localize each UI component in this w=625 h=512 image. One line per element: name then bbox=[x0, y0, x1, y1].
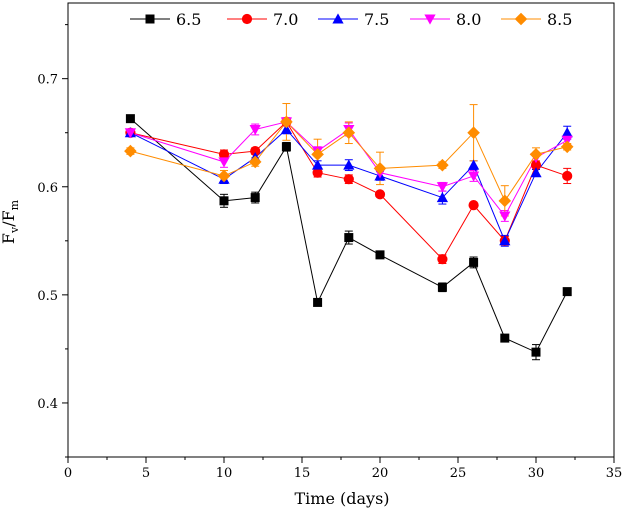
y-tick-label: 0.5 bbox=[37, 289, 58, 304]
y-axis-label-sub-v: v bbox=[8, 226, 21, 234]
y-tick-label: 0.7 bbox=[37, 73, 58, 88]
data-point bbox=[313, 297, 323, 307]
data-point bbox=[437, 282, 447, 292]
legend-label: 7.0 bbox=[273, 10, 298, 29]
data-point bbox=[241, 13, 253, 25]
x-axis-label: Time (days) bbox=[294, 489, 389, 508]
data-point bbox=[467, 159, 480, 170]
data-point bbox=[498, 194, 512, 208]
y-axis-label-slash: / bbox=[0, 221, 18, 227]
data-point bbox=[218, 149, 230, 160]
series-line bbox=[130, 118, 568, 353]
x-tick-label: 10 bbox=[216, 466, 233, 481]
data-point bbox=[468, 200, 479, 211]
data-point bbox=[280, 123, 293, 134]
legend-label: 7.5 bbox=[364, 10, 389, 29]
data-point bbox=[500, 333, 510, 343]
data-point bbox=[562, 287, 572, 297]
y-axis-label-f2: F bbox=[0, 210, 18, 221]
data-point bbox=[514, 12, 528, 26]
data-point bbox=[145, 14, 155, 24]
x-tick-label: 25 bbox=[450, 466, 467, 481]
y-axis-label-f1: F bbox=[0, 233, 18, 244]
data-point bbox=[250, 145, 261, 157]
data-point bbox=[249, 124, 261, 136]
data-point bbox=[248, 155, 262, 169]
x-tick-label: 5 bbox=[142, 466, 150, 481]
data-point bbox=[218, 157, 230, 168]
data-point bbox=[343, 159, 355, 170]
error-bars bbox=[126, 103, 572, 361]
y-axis-label: Fv/Fm bbox=[0, 199, 21, 244]
data-point bbox=[561, 127, 573, 138]
series-line bbox=[130, 121, 568, 202]
data-point bbox=[437, 254, 448, 265]
data-point bbox=[499, 211, 511, 222]
data-point bbox=[124, 128, 137, 139]
data-point bbox=[529, 148, 543, 161]
data-point bbox=[343, 174, 354, 185]
data-point bbox=[311, 159, 324, 170]
y-axis-label-sub-m: m bbox=[8, 199, 21, 210]
data-point bbox=[344, 233, 354, 243]
x-tick-label: 0 bbox=[64, 466, 72, 481]
data-point bbox=[374, 189, 386, 200]
x-tick-label: 30 bbox=[528, 466, 545, 481]
data-point bbox=[280, 115, 293, 129]
data-point bbox=[219, 196, 229, 206]
data-point bbox=[530, 160, 542, 171]
data-point bbox=[311, 148, 324, 161]
data-point bbox=[124, 144, 137, 158]
data-point bbox=[499, 235, 511, 246]
legend-label: 6.5 bbox=[176, 10, 201, 29]
x-tick-label: 20 bbox=[372, 466, 389, 481]
data-point bbox=[560, 140, 574, 154]
data-point bbox=[250, 193, 260, 203]
data-point bbox=[217, 169, 231, 183]
axis-ticks: 0 5 10 15 20 25 30 35 0.4 0.5 0.6 0.7 bbox=[37, 24, 623, 481]
data-point bbox=[125, 114, 135, 124]
x-tick-label: 35 bbox=[606, 466, 623, 481]
legend: 6.5 7.0 7.5 8.0 8.5 bbox=[130, 10, 572, 29]
data-point bbox=[436, 191, 449, 203]
legend-label: 8.5 bbox=[547, 10, 572, 29]
y-tick-label: 0.6 bbox=[37, 181, 58, 196]
data-point bbox=[312, 167, 323, 178]
data-point bbox=[281, 142, 291, 152]
series-line bbox=[130, 128, 568, 243]
plot-frame bbox=[67, 2, 615, 458]
series-markers bbox=[124, 114, 574, 357]
data-point bbox=[373, 162, 387, 175]
data-point bbox=[469, 257, 479, 267]
data-point bbox=[530, 167, 542, 178]
data-point bbox=[436, 182, 449, 193]
x-tick-label: 15 bbox=[294, 466, 311, 481]
data-point bbox=[375, 250, 385, 260]
y-tick-label: 0.4 bbox=[37, 397, 58, 412]
legend-label: 8.0 bbox=[456, 10, 481, 29]
plot-area-border bbox=[67, 2, 615, 458]
data-point bbox=[342, 126, 356, 140]
data-point bbox=[467, 171, 480, 182]
data-point bbox=[424, 14, 436, 25]
series-line bbox=[130, 121, 568, 261]
data-point bbox=[562, 170, 573, 182]
data-point bbox=[467, 126, 480, 140]
data-point bbox=[332, 13, 344, 24]
data-point bbox=[531, 347, 541, 357]
data-point bbox=[436, 158, 449, 172]
